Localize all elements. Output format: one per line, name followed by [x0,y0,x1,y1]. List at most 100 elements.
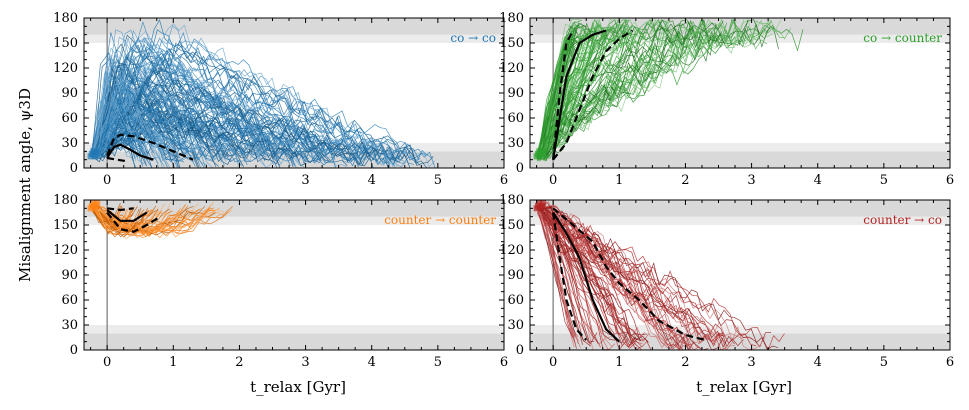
sample-track [543,207,649,348]
sample-track [541,19,749,161]
sample-track [540,22,688,157]
sample-track [99,44,401,161]
panel-legend-label: counter → co [863,213,942,227]
sample-track [542,26,624,158]
shaded-band [84,216,504,225]
sample-track [543,21,659,157]
sample-track [94,110,201,168]
median-line [106,209,148,222]
y-tick-label: 120 [53,243,78,258]
x-tick-label: 6 [500,355,508,370]
x-tick-label: 5 [880,173,888,188]
sample-track [95,46,295,166]
sample-track [544,23,645,159]
sample-track [542,208,733,350]
x-tick-label: 6 [946,173,954,188]
x-tick-label: 0 [549,173,557,188]
x-tick-label: 2 [235,173,243,188]
sample-track [545,205,674,346]
y-tick-label: 0 [70,343,78,358]
sample-track [92,63,238,160]
sample-track [537,38,576,159]
x-tick-label: 4 [368,173,376,188]
x-axis-label-right: t_relax [Gyr] [696,378,792,396]
shaded-band [530,34,950,43]
sample-track [544,205,785,350]
sample-track [544,210,576,344]
y-tick-label: 120 [53,61,78,76]
sample-track [538,207,610,350]
sample-track [95,32,436,168]
sample-track [543,19,782,162]
x-tick-label: 3 [301,355,309,370]
percentile-upper-line [552,29,574,160]
sample-track [96,78,170,158]
median-line [552,211,621,343]
percentile-upper-line [106,133,194,161]
y-tick-label: 150 [53,36,78,51]
shaded-band [84,18,504,35]
x-tick-label: 0 [549,355,557,370]
shaded-band [84,333,504,350]
y-tick-label: 90 [61,268,78,283]
y-tick-label: 60 [61,293,78,308]
y-tick-label: 30 [507,136,524,151]
sample-track [98,211,128,232]
x-tick-label: 2 [235,355,243,370]
sample-track [537,20,786,158]
y-tick-label: 150 [499,36,524,51]
start-markers [533,200,547,212]
sample-track [91,53,365,161]
sample-track [95,207,220,237]
sample-track [98,19,336,160]
start-marker [540,148,547,155]
sample-track [94,62,188,160]
shaded-band [530,151,950,168]
sample-track [541,210,639,345]
x-tick-label: 4 [368,355,376,370]
sample-track [91,80,151,161]
sample-track [539,23,580,162]
sample-track [99,207,142,238]
shaded-band [84,200,504,217]
sample-track [99,112,273,168]
sample-track [96,125,139,158]
sample-tracks [90,19,436,168]
sample-track [99,207,149,238]
y-tick-label: 180 [499,11,524,26]
y-tick-label: 90 [61,86,78,101]
x-axis-label-left: t_relax [Gyr] [250,378,346,396]
x-tick-label: 2 [681,355,689,370]
y-tick-label: 120 [499,61,524,76]
sample-track [99,96,195,161]
y-tick-label: 150 [499,218,524,233]
sample-track [92,36,286,159]
x-tick-label: 5 [434,355,442,370]
sample-track [545,205,757,346]
sample-track [545,41,583,157]
sample-track [538,207,724,350]
sample-track [539,207,598,345]
sample-track [95,29,337,168]
percentile-lower-line [106,156,128,163]
shaded-band [530,216,950,225]
sample-track [545,206,642,350]
panel-legend-label: counter → counter [384,213,496,227]
median-line [106,143,154,161]
panel-top-left: 0 30 60 90 120 150 180 0 1 2 3 4 5 6 co → co [53,11,508,188]
x-tick-label: 1 [615,355,623,370]
sample-track [541,18,745,158]
sample-track [96,209,162,236]
sample-track [91,42,428,168]
x-tick-label: 5 [880,355,888,370]
sample-track [93,66,191,159]
percentile-lower-line [552,29,634,161]
start-marker [94,148,101,155]
x-tick-label: 3 [301,173,309,188]
y-tick-label: 60 [61,111,78,126]
x-tick-label: 6 [500,173,508,188]
sample-track [538,212,579,344]
panel-legend-label: co → counter [863,31,942,45]
sample-track [539,211,582,349]
sample-track [99,121,142,158]
